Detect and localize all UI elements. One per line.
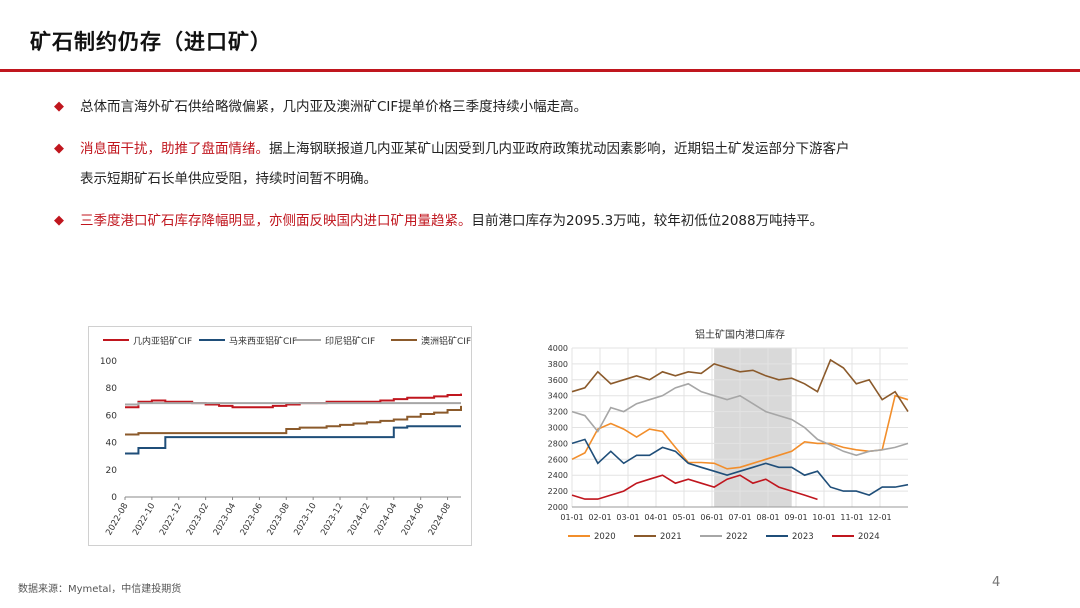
legend-label: 印尼铝矿CIF (325, 335, 375, 347)
legend-label: 澳洲铝矿CIF (421, 335, 471, 347)
y-tick-label: 3600 (548, 376, 568, 385)
y-tick-label: 80 (106, 384, 118, 394)
y-tick-label: 3800 (548, 360, 568, 369)
diamond-bullet-icon: ◆ (54, 213, 64, 228)
bullet-item: ◆ 消息面干扰，助推了盘面情绪。据上海钢联报道几内亚某矿山因受到几内亚政府政策扰… (48, 134, 1048, 194)
bullet-item: ◆ 总体而言海外矿石供给略微偏紧，几内亚及澳洲矿CIF提单价格三季度持续小幅走高… (48, 92, 1048, 122)
series-line (125, 405, 462, 436)
chart-inventory-svg: 铝土矿国内港口库存 2000 2200 2400 2600 2800 3000 3200 340… (548, 328, 909, 542)
y-tick-label: 2800 (548, 439, 568, 448)
x-tick-label: 11-01 (840, 513, 863, 522)
legend-label: 2021 (660, 532, 682, 542)
legend-label: 马来西亚铝矿CIF (229, 335, 297, 347)
x-tick-label: 2023-02 (185, 502, 211, 538)
series-line (571, 394, 909, 470)
port-inventory-chart: 铝土矿国内港口库存 2000 2200 2400 2600 2800 3000 3200 340… (542, 320, 918, 552)
x-tick-label: 12-01 (868, 513, 891, 522)
x-tick-label: 2023-10 (292, 502, 318, 538)
x-tick-label: 03-01 (616, 513, 639, 522)
x-tick-label: 10-01 (812, 513, 835, 522)
bullet-item: ◆ 三季度港口矿石库存降幅明显，亦侧面反映国内进口矿用量趋紧。目前港口库存为20… (48, 206, 1048, 236)
y-tick-label: 3200 (548, 408, 568, 417)
x-tick-label: 2023-12 (319, 502, 345, 538)
x-tick-label: 2022-12 (158, 502, 184, 538)
x-tick-label: 2024-04 (373, 502, 399, 538)
data-source-note: 数据来源：Mymetal，中信建投期货 (18, 584, 182, 595)
x-tick-label: 2023-08 (265, 502, 291, 538)
legend-label: 几内亚铝矿CIF (133, 335, 192, 347)
x-tick-label: 2024-02 (346, 502, 372, 538)
bullet-highlight: 消息面干扰，助推了盘面情绪。 (80, 141, 269, 157)
y-tick-label: 2000 (548, 503, 568, 512)
x-tick-label: 07-01 (728, 513, 751, 522)
x-tick-label: 04-01 (644, 513, 667, 522)
y-tick-label: 3400 (548, 392, 568, 401)
x-tick-label: 2024-06 (400, 502, 426, 538)
x-tick-label: 05-01 (672, 513, 695, 522)
x-tick-label: 01-01 (560, 513, 583, 522)
y-tick-label: 2200 (548, 487, 568, 496)
bullet-text: 据上海钢联报道几内亚某矿山因受到几内亚政府政策扰动因素影响，近期铝土矿发运部分下… (269, 141, 850, 157)
bullet-text: 目前港口库存为2095.3万吨，较年初低位2088万吨持平。 (471, 213, 824, 229)
y-tick-label: 2600 (548, 455, 568, 464)
bullet-highlight: 三季度港口矿石库存降幅明显，亦侧面反映国内进口矿用量趋紧。 (80, 213, 472, 229)
y-tick-label: 60 (106, 411, 118, 421)
page-title: 矿石制约仍存（进口矿） (30, 30, 272, 54)
x-tick-label: 06-01 (700, 513, 723, 522)
bullet-text-continued: 表示短期矿石长单供应受阻，持续时间暂不明确。 (80, 171, 377, 187)
x-tick-label: 02-01 (588, 513, 611, 522)
x-tick-label: 2023-04 (212, 502, 238, 538)
x-tick-label: 2022-10 (131, 502, 157, 538)
bullet-text: 总体而言海外矿石供给略微偏紧，几内亚及澳洲矿CIF提单价格三季度持续小幅走高。 (80, 99, 588, 115)
x-tick-label: 2022-08 (104, 502, 130, 538)
legend-label: 2024 (858, 532, 880, 542)
legend-label: 2023 (792, 532, 814, 542)
chart-cif-svg: 几内亚铝矿CIF 马来西亚铝矿CIF 印尼铝矿CIF 澳洲铝矿CIF 0 20 40 60 80… (100, 335, 471, 538)
series-line (571, 438, 909, 496)
x-tick-label: 09-01 (784, 513, 807, 522)
page-number: 4 (992, 575, 1001, 590)
y-tick-label: 0 (111, 493, 117, 503)
y-tick-label: 40 (106, 439, 118, 449)
x-tick-label: 08-01 (756, 513, 779, 522)
series-line (125, 393, 462, 409)
legend-label: 2022 (726, 532, 748, 542)
series-line (125, 402, 461, 406)
y-tick-label: 4000 (548, 344, 568, 353)
chart-title: 铝土矿国内港口库存 (695, 328, 785, 341)
y-tick-label: 100 (100, 357, 117, 367)
series-line (125, 425, 461, 455)
series-line (571, 474, 818, 501)
diamond-bullet-icon: ◆ (54, 141, 64, 156)
legend-label: 2020 (594, 532, 616, 542)
y-tick-label: 20 (106, 466, 118, 476)
series-line (571, 382, 909, 457)
y-tick-label: 3000 (548, 424, 568, 433)
bauxite-cif-price-chart: 几内亚铝矿CIF 马来西亚铝矿CIF 印尼铝矿CIF 澳洲铝矿CIF 0 20 40 60 80… (88, 326, 472, 546)
x-tick-label: 2024-08 (427, 502, 453, 538)
y-tick-label: 2400 (548, 471, 568, 480)
series-line (571, 358, 909, 413)
title-divider (0, 69, 1080, 72)
bullet-list: ◆ 总体而言海外矿石供给略微偏紧，几内亚及澳洲矿CIF提单价格三季度持续小幅走高… (48, 92, 1048, 236)
x-tick-label: 2023-06 (239, 502, 265, 538)
diamond-bullet-icon: ◆ (54, 99, 64, 114)
